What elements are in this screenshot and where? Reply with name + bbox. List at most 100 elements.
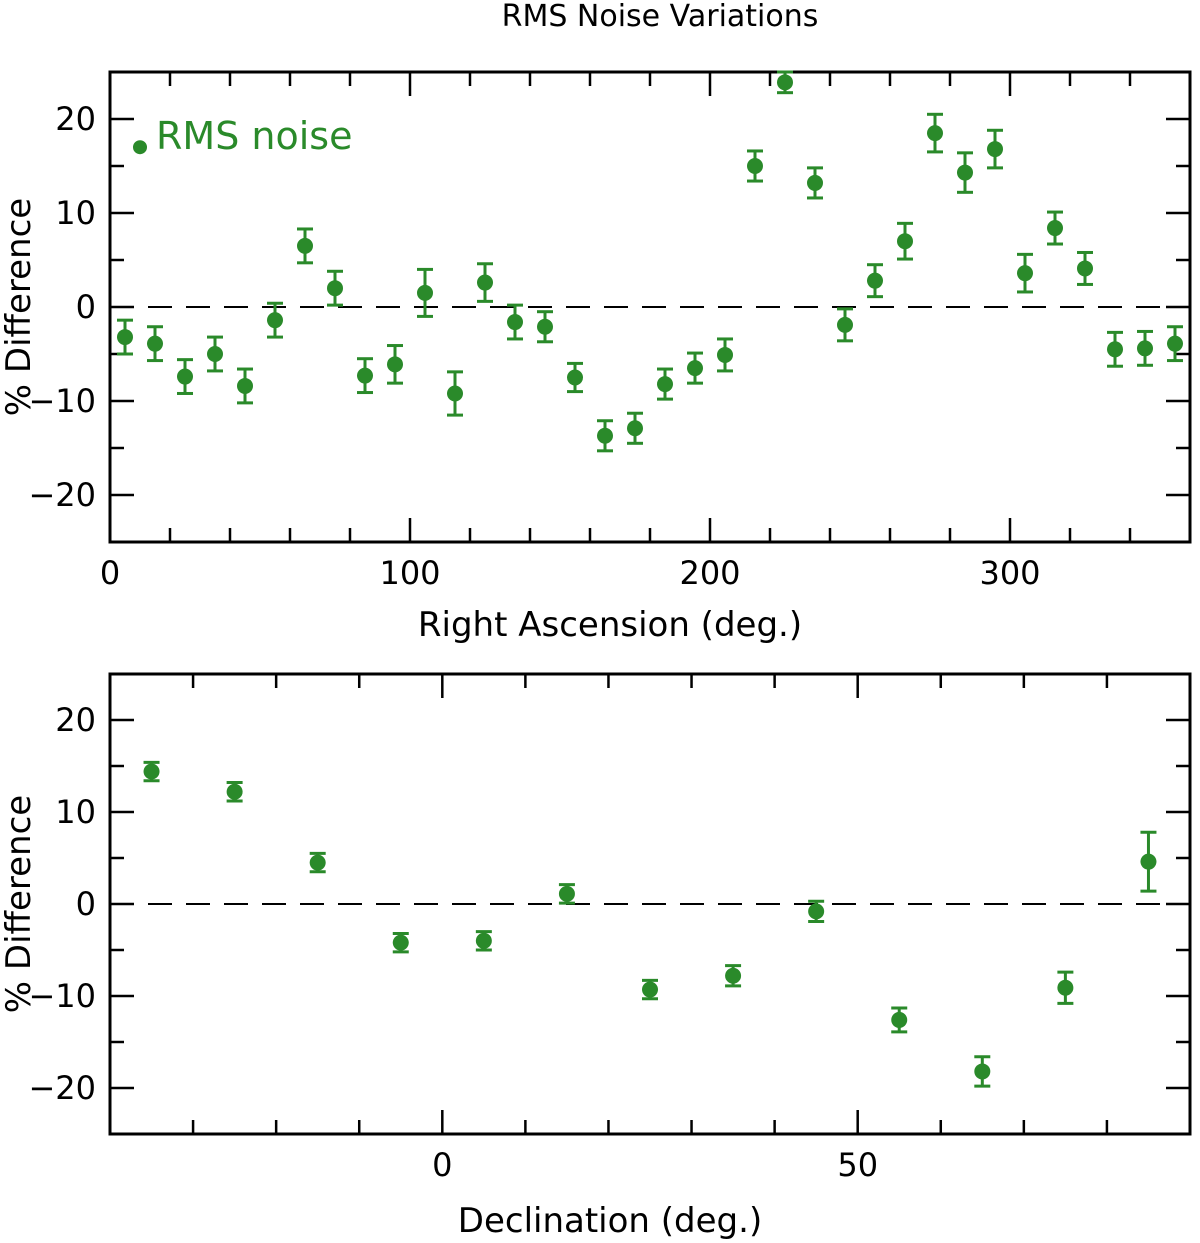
data-marker [117, 329, 133, 346]
data-point [657, 367, 673, 401]
data-point [357, 357, 373, 395]
data-marker [1107, 341, 1123, 358]
y-tick-label: 0 [76, 288, 96, 326]
data-marker [507, 314, 523, 331]
data-point [1057, 970, 1074, 1005]
data-point [777, 70, 793, 95]
top-panel-ra: 0 100 200 300 −20 −10 0 10 20 Right Ascension (de… [0, 70, 1192, 645]
data-marker [357, 367, 373, 384]
data-point [417, 267, 433, 318]
data-point [207, 335, 223, 373]
chart-title: RMS Noise Variations [502, 0, 819, 34]
data-point [1140, 830, 1157, 893]
data-marker [725, 967, 742, 984]
x-axis-label: Right Ascension (deg.) [418, 605, 802, 645]
y-tick-label: −10 [28, 382, 96, 420]
data-point [297, 227, 313, 265]
data-point [537, 310, 553, 344]
data-marker [297, 237, 313, 254]
data-point [177, 358, 193, 395]
y-tick-label: −10 [28, 977, 96, 1015]
data-marker [867, 272, 883, 289]
data-marker [1017, 265, 1033, 282]
x-tick-label: 300 [979, 554, 1040, 592]
data-point [837, 307, 853, 343]
data-point [309, 851, 326, 874]
data-point [1167, 325, 1183, 363]
legend-label: RMS noise [156, 114, 352, 158]
data-marker [657, 376, 673, 393]
data-marker [974, 1063, 991, 1080]
data-marker [891, 1011, 908, 1028]
y-tick-label: 10 [55, 194, 96, 232]
data-marker [226, 783, 243, 800]
data-point [387, 344, 403, 385]
data-marker [927, 125, 943, 142]
data-point [627, 411, 643, 445]
data-point [987, 128, 1003, 170]
data-point [747, 149, 763, 183]
data-point [974, 1055, 991, 1088]
data-point [143, 760, 160, 783]
data-point [117, 318, 133, 356]
data-marker [143, 763, 160, 780]
data-point [477, 262, 493, 303]
data-point [957, 151, 973, 194]
data-point [687, 351, 703, 385]
data-marker [475, 932, 492, 949]
data-marker [177, 368, 193, 385]
y-tick-label: −20 [28, 476, 96, 514]
data-point [447, 370, 463, 417]
data-marker [537, 318, 553, 335]
data-point [237, 367, 253, 405]
data-point [807, 166, 823, 200]
data-marker [1167, 335, 1183, 352]
data-marker [777, 74, 793, 91]
data-point [891, 1006, 908, 1034]
data-point [567, 361, 583, 394]
data-marker [1140, 853, 1157, 870]
data-marker [267, 312, 283, 329]
data-point [147, 325, 163, 363]
data-marker [747, 158, 763, 174]
x-tick-label: 0 [100, 554, 120, 592]
data-marker [567, 369, 583, 386]
data-point [392, 931, 409, 954]
data-marker [147, 335, 163, 352]
data-point [927, 112, 943, 154]
data-marker [627, 420, 643, 437]
data-marker [447, 385, 463, 402]
data-marker [897, 233, 913, 250]
data-point [475, 930, 492, 952]
data-point [1017, 252, 1033, 294]
data-marker [642, 981, 658, 998]
data-point [1047, 210, 1063, 246]
y-tick-label: 0 [76, 885, 96, 923]
y-tick-label: 20 [55, 701, 96, 739]
data-point [558, 883, 575, 905]
legend-marker [133, 140, 147, 155]
data-point [1107, 330, 1123, 368]
data-marker [309, 854, 326, 871]
data-marker [207, 346, 223, 362]
data-point [597, 419, 613, 453]
data-marker [392, 934, 409, 951]
data-marker [957, 164, 973, 181]
data-point [642, 978, 658, 1001]
data-marker [477, 274, 493, 291]
y-tick-label: 10 [55, 793, 96, 831]
data-marker [237, 377, 253, 394]
data-marker [597, 427, 613, 444]
data-point [897, 221, 913, 261]
data-marker [1077, 260, 1093, 277]
y-axis-label: % Difference [0, 198, 39, 416]
y-axis-label: % Difference [0, 795, 39, 1013]
data-marker [837, 316, 853, 333]
data-marker [1057, 979, 1074, 996]
data-marker [417, 284, 433, 301]
data-marker [687, 360, 703, 377]
data-point [808, 899, 825, 923]
data-point [867, 263, 883, 299]
data-point [226, 781, 243, 803]
